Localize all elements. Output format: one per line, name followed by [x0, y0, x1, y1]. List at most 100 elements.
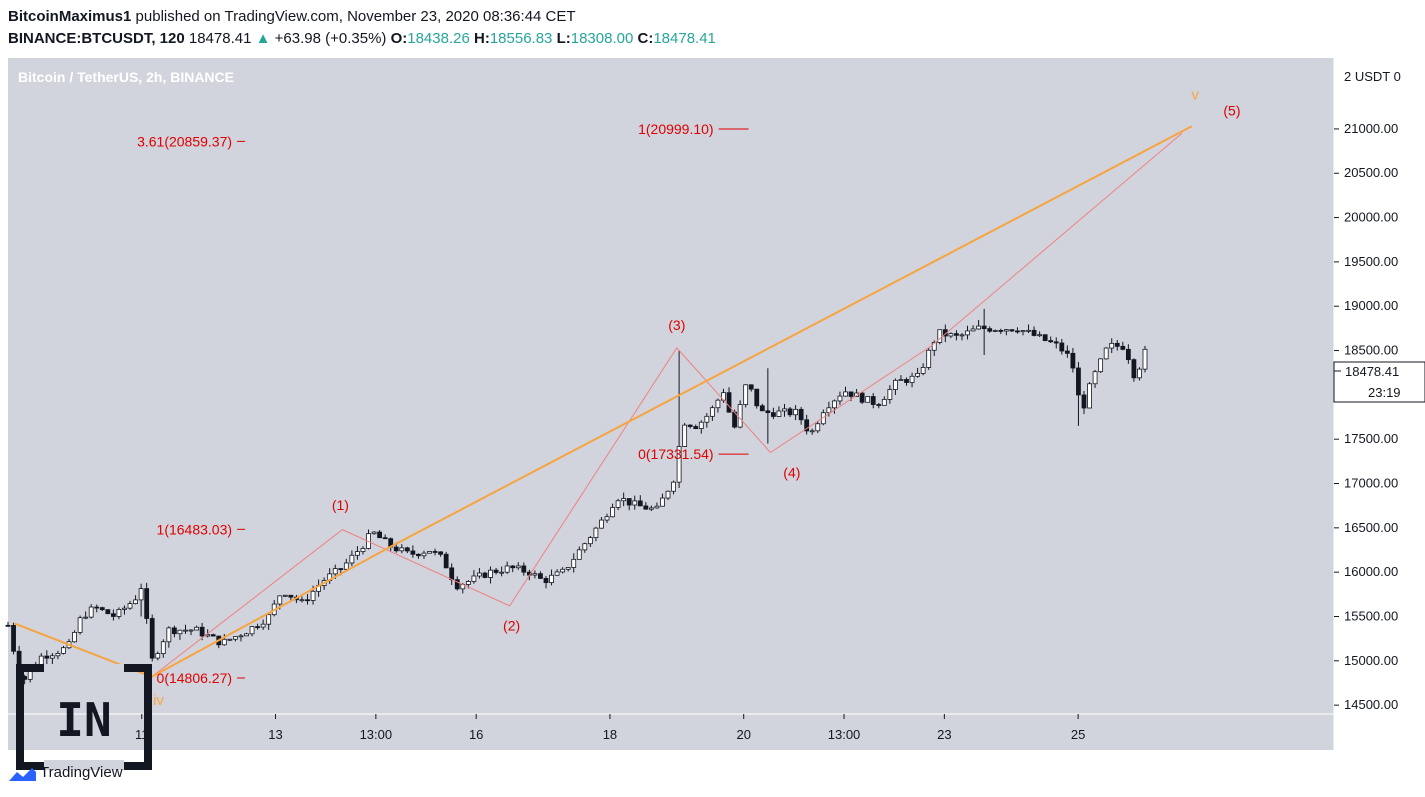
tradingview-brand-text[interactable]: TradingView: [40, 764, 123, 781]
x-tick-label: 18: [603, 727, 617, 742]
high-value: 18556.83: [489, 30, 553, 47]
candle-body: [510, 565, 516, 569]
candle-body: [632, 500, 638, 506]
candle-body: [144, 588, 150, 619]
candle-body: [965, 330, 970, 336]
candle-body: [970, 328, 976, 332]
candle-body: [843, 391, 848, 397]
wave-label: (5): [1223, 103, 1240, 119]
price-axis[interactable]: [1334, 58, 1425, 750]
candle-body: [1020, 330, 1026, 333]
candle-body: [1114, 342, 1120, 347]
candle-body: [227, 638, 233, 641]
candle-body: [61, 647, 66, 654]
candle-body: [416, 553, 421, 557]
candle-body: [244, 633, 249, 637]
close-label: C:: [637, 30, 654, 47]
candle-body: [954, 333, 959, 336]
y-tick-label: 19500.00: [1344, 254, 1398, 269]
fib-level-label: 1(16483.03): [157, 521, 233, 537]
candle-body: [504, 565, 510, 573]
candle-body: [83, 616, 89, 619]
candle-body: [49, 655, 55, 659]
candle-body: [260, 623, 266, 628]
candles-layer: [5, 308, 1148, 685]
candle-body: [438, 551, 444, 555]
y-tick-label: 17000.00: [1344, 476, 1398, 491]
candle-body: [183, 629, 188, 632]
candle-body: [454, 579, 460, 590]
candle-body: [926, 349, 932, 368]
candle-body: [748, 384, 754, 390]
candle-body: [482, 572, 488, 578]
candle-body: [1125, 348, 1131, 361]
candle-body: [1098, 358, 1104, 373]
candle-body: [671, 481, 676, 492]
x-tick-label: 25: [1071, 727, 1085, 742]
candle-body: [149, 618, 155, 659]
candle-body: [194, 626, 199, 631]
candle-body: [199, 626, 205, 637]
candle-body: [565, 567, 571, 570]
candle-body: [349, 554, 355, 564]
last-price-label: 18478.41: [1345, 364, 1399, 379]
ohlc-info: BINANCE:BTCUSDT, 120 18478.41 ▲ +63.98 (…: [8, 30, 716, 47]
candle-body: [421, 552, 427, 557]
last-price-box: [1333, 361, 1425, 403]
candle-body: [310, 590, 316, 601]
candle-body: [1003, 329, 1009, 332]
candle-body: [449, 567, 455, 581]
author-name[interactable]: BitcoinMaximus1: [8, 8, 132, 25]
candle-body: [1087, 383, 1092, 409]
candle-body: [920, 367, 926, 374]
y-tick-label: 16000.00: [1344, 564, 1398, 579]
candle-body: [238, 635, 244, 638]
in-logo-gap-bottom: [44, 760, 124, 770]
candle-body: [188, 629, 194, 632]
x-axis-ticks: 11 13 13:00 16 18 20 13:00 23 25: [135, 714, 1085, 742]
in-watermark-logo: IN: [16, 664, 152, 770]
low-value: 18308.00: [570, 30, 634, 47]
candle-body: [1042, 334, 1048, 341]
publish-info: BitcoinMaximus1 published on TradingView…: [8, 8, 576, 25]
wave-label: (2): [503, 618, 520, 634]
open-label: O:: [390, 30, 408, 47]
candle-body: [232, 636, 238, 640]
candle-body: [893, 379, 898, 390]
y-tick-label: 15500.00: [1344, 608, 1398, 623]
x-tick-label: 13:00: [828, 727, 861, 742]
x-tick-label: 23: [937, 727, 951, 742]
candle-body: [122, 607, 127, 610]
candle-body: [959, 334, 965, 337]
y-tick-label: 15000.00: [1344, 653, 1398, 668]
y-tick-label: 18500.00: [1344, 343, 1398, 358]
candle-body: [759, 405, 765, 412]
candle-body: [643, 505, 649, 510]
candle-body: [72, 631, 77, 643]
last-price: 18478.41: [188, 30, 252, 47]
candle-body: [621, 498, 627, 502]
candle-body: [1142, 348, 1148, 370]
candle-body: [782, 408, 787, 412]
candle-body: [576, 549, 582, 560]
candle-body: [587, 537, 593, 545]
candle-body: [493, 569, 499, 573]
candle-body: [798, 408, 804, 421]
candle-body: [171, 627, 177, 635]
candle-body: [210, 634, 216, 637]
candle-body: [410, 550, 416, 555]
candle-body: [332, 568, 338, 575]
last-price-marker: 18478.41 23:19: [1333, 361, 1425, 403]
candle-body: [11, 625, 16, 652]
candle-body: [826, 407, 832, 414]
wave-label: (1): [332, 497, 349, 513]
candle-body: [665, 490, 671, 499]
candle-body: [848, 391, 854, 397]
candle-body: [637, 500, 643, 507]
candle-body: [804, 419, 810, 432]
candle-body: [465, 581, 471, 585]
candle-body: [1109, 342, 1115, 349]
candle-body: [155, 653, 161, 659]
y-tick-label: 14500.00: [1344, 697, 1398, 712]
